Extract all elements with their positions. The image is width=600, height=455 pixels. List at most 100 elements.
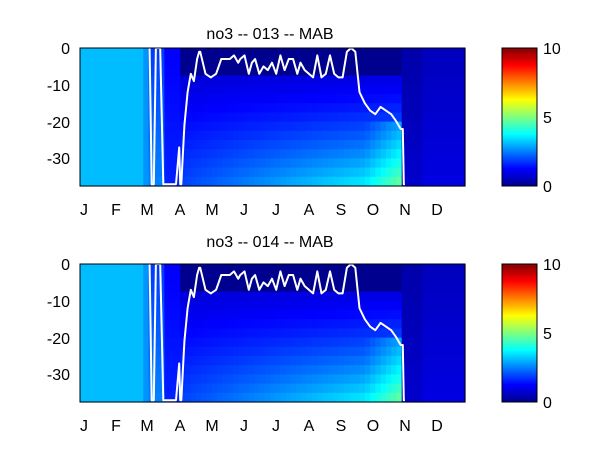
panel-1-heatmap-cell [85,75,92,86]
panel-1-heatmap-cell [101,121,107,132]
panel-2-heatmap-cell [412,319,419,329]
panel-2-heatmap-cell [153,346,160,357]
panel-1-heatmap-cell [80,140,86,150]
panel-1-heatmap-cell [95,57,102,67]
panel-1-heatmap-cell [412,176,419,187]
panel-1-heatmap-cell [122,158,129,169]
panel-2-heatmap-cell [433,374,440,385]
panel-1-heatmap-cell [243,167,250,178]
panel-2-heatmap-cell [174,346,181,357]
panel-1-heatmap-cell [269,158,276,169]
panel-1-heatmap-cell [454,176,461,187]
panel-1-heatmap-cell [169,75,176,86]
panel-1-heatmap-cell [354,167,361,178]
panel-2-heatmap-cell [138,365,144,375]
panel-1-heatmap-cell [101,48,107,58]
panel-1-heatmap-cell [359,103,366,113]
panel-1-heatmap-cell [438,149,445,159]
panel-1-heatmap-cell [227,57,234,67]
panel-1-ytick-label: -30 [47,151,70,168]
panel-1-heatmap-cell [301,176,308,187]
panel-2-heatmap-cell [259,346,266,357]
panel-1-heatmap-cell [90,103,97,113]
panel-1-heatmap-cell [422,94,429,104]
panel-2-heatmap-cell [159,291,165,302]
panel-2-heatmap-cell [449,273,456,283]
panel-2-heatmap-cell [164,356,171,366]
panel-1-heatmap-cell [85,176,92,187]
panel-2-heatmap-cell [196,273,202,283]
panel-2-heatmap-cell [275,356,282,366]
panel-1-heatmap-cell [396,94,403,104]
panel-1-heatmap-cell [364,176,371,187]
panel-2-heatmap-cell [312,291,318,302]
panel-2-heatmap-cell [322,374,329,385]
panel-1-heatmap-cell [354,112,361,123]
panel-2-heatmap-cell [443,273,450,283]
panel-1-heatmap-cell [111,94,118,104]
panel-2-heatmap-cell [348,383,355,394]
panel-1-heatmap-cell [127,57,134,67]
panel-2-heatmap-cell [143,264,150,274]
panel-2-heatmap-cell [370,337,376,348]
panel-2-heatmap-cell [422,264,429,274]
panel-2-heatmap-cell [375,310,382,320]
panel-2-heatmap-cell [422,365,429,375]
panel-2-heatmap-cell [248,310,255,320]
panel-2-heatmap-cell [80,273,86,283]
panel-1-heatmap-cell [90,75,97,86]
panel-1-heatmap-cell [180,48,187,58]
panel-1-heatmap-cell [206,94,213,104]
panel-2-heatmap-cell [174,319,181,329]
panel-1-heatmap-cell [153,57,160,67]
panel-2-heatmap-cell [80,383,86,394]
panel-1-heatmap-cell [443,66,450,77]
panel-1-heatmap-cell [296,112,303,123]
panel-1-heatmap-cell [343,57,350,67]
panel-2-heatmap-cell [454,392,461,403]
panel-1-heatmap-cell [201,130,208,141]
panel-1-heatmap-cell [238,140,245,150]
panel-2-heatmap-cell [264,392,271,403]
panel-2-heatmap-cell [174,300,181,311]
panel-2-heatmap-cell [380,346,387,357]
panel-1-heatmap-cell [290,66,297,77]
panel-1-heatmap-cell [443,84,450,95]
panel-2-heatmap-cell [138,337,144,348]
panel-2-heatmap-cell [185,264,192,274]
panel-2-heatmap-cell [333,319,340,329]
panel-1-heatmap-cell [417,121,424,132]
panel-1-heatmap-cell [164,103,171,113]
panel-1-heatmap-cell [143,130,150,141]
panel-2-heatmap-cell [443,282,450,293]
panel-1-heatmap-cell [280,84,287,95]
panel-1-heatmap-cell [269,75,276,86]
panel-2-heatmap-cell [180,319,187,329]
panel-1-heatmap-cell [232,158,239,169]
panel-1-heatmap-cell [238,149,245,159]
panel-2-heatmap-cell [375,365,382,375]
panel-2-heatmap-cell [111,319,118,329]
panel-2-heatmap-cell [354,383,361,394]
panel-2-heatmap-cell [370,310,376,320]
panel-1-heatmap-cell [327,84,334,95]
panel-2-heatmap-cell [412,365,419,375]
panel-1-heatmap-cell [174,121,181,132]
panel-2-heatmap-cell [364,273,371,283]
panel-2-heatmap-cell [417,291,424,302]
panel-1-month-label: A [304,202,315,219]
panel-2-heatmap-cell [80,337,86,348]
panel-1-heatmap-cell [185,167,192,178]
panel-2-heatmap-cell [232,300,239,311]
panel-2-heatmap-cell [391,365,398,375]
panel-2-heatmap-cell [285,337,292,348]
panel-1-heatmap-cell [138,121,144,132]
panel-2-heatmap-cell [333,291,340,302]
panel-1-heatmap-cell [196,149,202,159]
panel-2-heatmap-cell [449,346,456,357]
panel-1-heatmap-cell [438,48,445,58]
panel-2-heatmap-cell [185,328,192,339]
panel-2-heatmap-cell [327,328,334,339]
panel-1-heatmap-cell [406,176,413,187]
panel-2-heatmap-cell [238,392,245,403]
